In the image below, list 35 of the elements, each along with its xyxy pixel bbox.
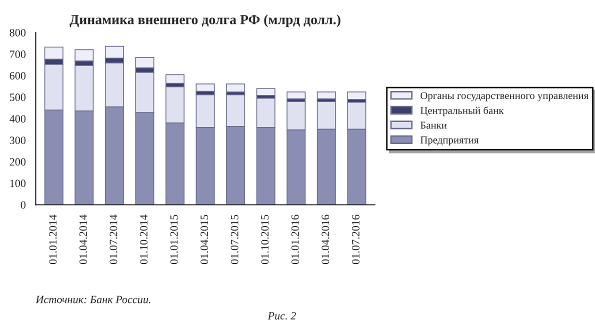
legend-label: Банки xyxy=(420,122,447,129)
bar xyxy=(196,84,215,92)
legend-label: Центральный банк xyxy=(420,106,504,116)
y-tick-label: 500 xyxy=(10,94,26,102)
x-tick-label: 01.04.2016 xyxy=(322,214,330,264)
y-tick-label: 300 xyxy=(10,136,26,144)
text: Рис. 2 xyxy=(268,312,296,320)
x-tick-label: 01.07.2015 xyxy=(230,214,238,264)
bar xyxy=(286,92,306,100)
x-tick-label: 01.07.2016 xyxy=(352,214,360,264)
text: Источник: Банк России. xyxy=(36,296,150,304)
y-tick-label: 800 xyxy=(10,28,26,36)
bar xyxy=(347,92,366,100)
x-tick-label: 01.04.2014 xyxy=(79,214,87,264)
x-tick-label: 01.01.2016 xyxy=(291,214,299,264)
bar xyxy=(256,88,276,96)
bar xyxy=(316,92,336,100)
chart-title: Динамика внешнего долга РФ (млрд долл.) xyxy=(70,14,340,28)
y-tick-label: 600 xyxy=(10,72,26,80)
y-tick-label: 700 xyxy=(10,50,26,58)
bar xyxy=(226,84,246,92)
bar xyxy=(135,57,154,68)
x-tick-label: 01.01.2015 xyxy=(170,214,178,264)
y-tick-label: 400 xyxy=(10,115,26,123)
bar xyxy=(165,74,184,84)
y-tick-label: 200 xyxy=(10,158,26,166)
y-tick-label: 100 xyxy=(10,180,26,188)
legend-label: Предприятия xyxy=(420,136,479,146)
x-tick-label: 01.10.2014 xyxy=(140,214,148,264)
y-tick-label: 0 xyxy=(20,201,26,209)
legend-label: Органы государственного управления xyxy=(420,92,588,102)
x-tick-label: 01.04.2015 xyxy=(200,214,208,264)
x-tick-label: 01.10.2015 xyxy=(261,214,269,264)
x-tick-label: 01.01.2014 xyxy=(49,214,57,264)
x-tick-label: 01.07.2014 xyxy=(110,214,118,264)
